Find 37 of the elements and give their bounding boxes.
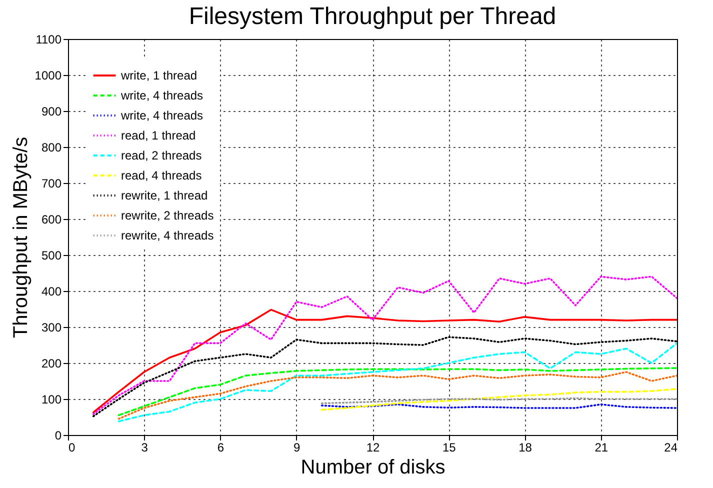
x-axis-title: Number of disks [300,456,446,478]
x-tick-label: 12 [366,440,380,454]
x-tick-label: 3 [141,440,148,454]
line-series [92,308,677,414]
y-tick-label: 800 [41,140,62,154]
x-tick-label: 9 [294,440,301,454]
legend-label: write, 4 threads [120,88,204,102]
legend-label: write, 4 threads [120,108,204,122]
y-tick-label: 500 [41,248,62,262]
y-tick-label: 0 [54,428,62,442]
legend-label: rewrite, 1 thread [121,188,208,202]
line-series [118,342,677,422]
y-tick-label: 900 [41,104,62,118]
y-tick-label: 300 [41,320,62,334]
line-series [320,388,677,411]
line-series [92,276,677,416]
legend-label: read, 4 threads [121,168,202,182]
y-tick-label: 1100 [36,32,62,46]
legend-label: write, 1 thread [120,68,198,82]
chart-title: Filesystem Throughput per Thread [188,3,556,30]
y-tick-label: 100 [41,392,62,406]
x-tick-label: 6 [217,440,224,454]
y-axis-title: Throughput in MByte/s [10,136,32,338]
x-tick-label: 18 [518,440,532,454]
y-tick-label: 400 [41,284,62,298]
legend-label: rewrite, 2 threads [121,208,214,222]
x-tick-label: 21 [594,440,608,454]
legend-label: read, 2 threads [121,148,202,162]
legend-label: rewrite, 4 threads [121,228,214,242]
y-tick-label: 600 [41,212,62,226]
y-tick-label: 200 [41,356,62,370]
y-tick-label: 700 [41,176,62,190]
y-tick-label: 1000 [34,68,62,82]
x-tick-label: 0 [68,440,76,454]
legend-label: read, 1 thread [121,128,196,142]
x-tick-label: 24 [664,440,678,454]
x-tick-label: 15 [442,440,456,454]
